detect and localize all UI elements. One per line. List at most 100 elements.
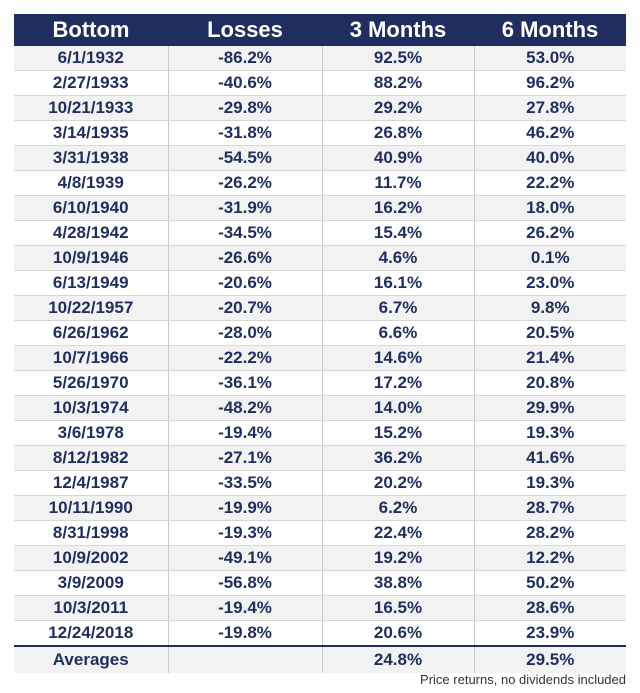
cell-losses: -20.7% <box>168 295 323 321</box>
table-header: Bottom Losses 3 Months 6 Months <box>14 14 626 46</box>
cell-6-months: 26.2% <box>474 220 626 246</box>
header-row: Bottom Losses 3 Months 6 Months <box>14 14 626 46</box>
cell-3-months: 20.2% <box>322 470 475 496</box>
table-row: 10/22/1957 -20.7% 6.7% 9.8% <box>14 295 626 321</box>
table-row: 8/12/1982 -27.1% 36.2% 41.6% <box>14 445 626 471</box>
header-losses: Losses <box>168 14 322 46</box>
cell-3-months: 26.8% <box>322 120 475 146</box>
cell-6-months: 23.0% <box>474 270 626 296</box>
cell-3-months: 4.6% <box>322 245 475 271</box>
cell-3-months: 88.2% <box>322 70 475 96</box>
table-row: 12/24/2018 -19.8% 20.6% 23.9% <box>14 620 626 647</box>
cell-6-months: 28.2% <box>474 520 626 546</box>
cell-losses: -40.6% <box>168 70 323 96</box>
cell-3-months: 15.2% <box>322 420 475 446</box>
cell-bottom-date: 4/28/1942 <box>14 220 169 246</box>
cell-3-months: 6.6% <box>322 320 475 346</box>
cell-losses: -86.2% <box>168 46 323 71</box>
header-bottom: Bottom <box>14 14 168 46</box>
table-row: 3/6/1978 -19.4% 15.2% 19.3% <box>14 420 626 446</box>
cell-bottom-date: 8/31/1998 <box>14 520 169 546</box>
cell-losses: -49.1% <box>168 545 323 571</box>
cell-3-months: 40.9% <box>322 145 475 171</box>
cell-bottom-date: 10/9/2002 <box>14 545 169 571</box>
cell-bottom-date: 4/8/1939 <box>14 170 169 196</box>
cell-3-months: 16.5% <box>322 595 475 621</box>
cell-3-months: 6.2% <box>322 495 475 521</box>
cell-bottom-date: 10/9/1946 <box>14 245 169 271</box>
table-body: 6/1/1932 -86.2% 92.5% 53.0% 2/27/1933 -40.6% 8… <box>14 46 626 647</box>
cell-losses: -27.1% <box>168 445 323 471</box>
cell-bottom-date: 2/27/1933 <box>14 70 169 96</box>
header-6-months: 6 Months <box>474 14 626 46</box>
cell-6-months: 22.2% <box>474 170 626 196</box>
table-row: 10/3/1974 -48.2% 14.0% 29.9% <box>14 395 626 421</box>
cell-6-months: 96.2% <box>474 70 626 96</box>
cell-6-months: 50.2% <box>474 570 626 596</box>
cell-losses: -19.8% <box>168 620 323 647</box>
cell-6-months: 29.9% <box>474 395 626 421</box>
cell-6-months: 41.6% <box>474 445 626 471</box>
averages-6-months: 29.5% <box>474 645 626 673</box>
cell-6-months: 28.7% <box>474 495 626 521</box>
cell-bottom-date: 10/22/1957 <box>14 295 169 321</box>
table-row: 6/1/1932 -86.2% 92.5% 53.0% <box>14 46 626 71</box>
cell-losses: -31.8% <box>168 120 323 146</box>
cell-losses: -34.5% <box>168 220 323 246</box>
cell-losses: -54.5% <box>168 145 323 171</box>
header-3-months: 3 Months <box>322 14 474 46</box>
cell-6-months: 20.5% <box>474 320 626 346</box>
cell-3-months: 38.8% <box>322 570 475 596</box>
cell-6-months: 20.8% <box>474 370 626 396</box>
cell-bottom-date: 3/31/1938 <box>14 145 169 171</box>
cell-3-months: 16.2% <box>322 195 475 221</box>
table-row: 3/14/1935 -31.8% 26.8% 46.2% <box>14 120 626 146</box>
table-row: 4/8/1939 -26.2% 11.7% 22.2% <box>14 170 626 196</box>
averages-3-months: 24.8% <box>322 645 475 673</box>
cell-3-months: 17.2% <box>322 370 475 396</box>
cell-bottom-date: 6/26/1962 <box>14 320 169 346</box>
cell-3-months: 19.2% <box>322 545 475 571</box>
cell-losses: -31.9% <box>168 195 323 221</box>
footnote: Price returns, no dividends included <box>420 672 626 687</box>
cell-3-months: 36.2% <box>322 445 475 471</box>
averages-losses <box>168 645 323 673</box>
cell-6-months: 0.1% <box>474 245 626 271</box>
cell-bottom-date: 12/24/2018 <box>14 620 169 647</box>
cell-6-months: 9.8% <box>474 295 626 321</box>
cell-3-months: 11.7% <box>322 170 475 196</box>
cell-6-months: 12.2% <box>474 545 626 571</box>
table-footer: Averages 24.8% 29.5% <box>14 645 626 673</box>
cell-losses: -19.3% <box>168 520 323 546</box>
cell-6-months: 53.0% <box>474 46 626 71</box>
cell-3-months: 22.4% <box>322 520 475 546</box>
cell-losses: -20.6% <box>168 270 323 296</box>
cell-losses: -22.2% <box>168 345 323 371</box>
cell-6-months: 21.4% <box>474 345 626 371</box>
cell-bottom-date: 3/9/2009 <box>14 570 169 596</box>
cell-3-months: 14.6% <box>322 345 475 371</box>
table-row: 3/9/2009 -56.8% 38.8% 50.2% <box>14 570 626 596</box>
cell-losses: -33.5% <box>168 470 323 496</box>
cell-bottom-date: 8/12/1982 <box>14 445 169 471</box>
cell-3-months: 15.4% <box>322 220 475 246</box>
table-row: 10/7/1966 -22.2% 14.6% 21.4% <box>14 345 626 371</box>
cell-bottom-date: 5/26/1970 <box>14 370 169 396</box>
cell-6-months: 18.0% <box>474 195 626 221</box>
cell-6-months: 23.9% <box>474 620 626 647</box>
table-row: 12/4/1987 -33.5% 20.2% 19.3% <box>14 470 626 496</box>
cell-6-months: 19.3% <box>474 420 626 446</box>
table-row: 6/13/1949 -20.6% 16.1% 23.0% <box>14 270 626 296</box>
cell-bottom-date: 10/7/1966 <box>14 345 169 371</box>
cell-bottom-date: 10/21/1933 <box>14 95 169 121</box>
cell-3-months: 92.5% <box>322 46 475 71</box>
cell-losses: -19.9% <box>168 495 323 521</box>
table-row: 5/26/1970 -36.1% 17.2% 20.8% <box>14 370 626 396</box>
table-row: 4/28/1942 -34.5% 15.4% 26.2% <box>14 220 626 246</box>
cell-losses: -56.8% <box>168 570 323 596</box>
cell-bottom-date: 3/6/1978 <box>14 420 169 446</box>
table-row: 10/11/1990 -19.9% 6.2% 28.7% <box>14 495 626 521</box>
cell-bottom-date: 6/10/1940 <box>14 195 169 221</box>
table-row: 6/26/1962 -28.0% 6.6% 20.5% <box>14 320 626 346</box>
